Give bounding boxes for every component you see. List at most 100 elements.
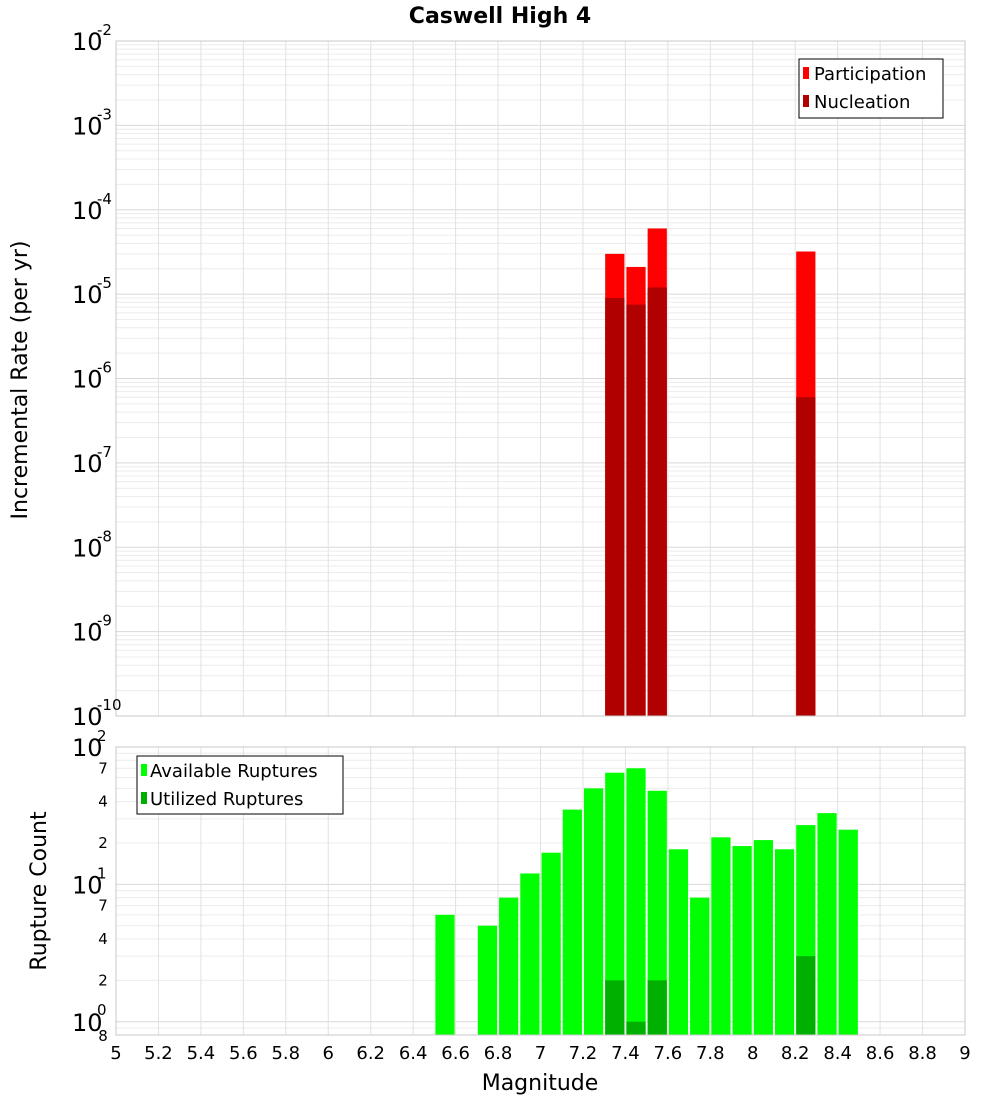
bottom-y-minor-label: 7 bbox=[98, 897, 108, 915]
x-tick-label: 8.6 bbox=[866, 1043, 895, 1064]
top-plot-border bbox=[115, 40, 966, 717]
top-bars bbox=[605, 228, 816, 716]
legend-label-utilized: Utilized Ruptures bbox=[150, 789, 303, 810]
x-tick-label: 6.2 bbox=[356, 1043, 385, 1064]
x-tick-label: 7.4 bbox=[611, 1043, 640, 1064]
bottom-y-tick-exponent: 1 bbox=[97, 864, 107, 882]
bottom-legend: Available Ruptures Utilized Ruptures bbox=[136, 755, 344, 815]
top-y-tick-exponent: -9 bbox=[97, 612, 112, 630]
x-tick-label: 8.4 bbox=[823, 1043, 852, 1064]
bar-utilized-ruptures-7.45 bbox=[626, 1021, 646, 1035]
bar-available-ruptures-8.45 bbox=[838, 829, 858, 1035]
top-y-tick-label: 10 bbox=[72, 366, 103, 394]
legend-label-participation: Participation bbox=[814, 64, 926, 85]
bar-available-ruptures-7.85 bbox=[711, 837, 731, 1035]
top-y-tick-exponent: -2 bbox=[97, 21, 112, 39]
top-y-tick-exponent: -4 bbox=[97, 190, 112, 208]
bottom-y-minor-label: 7 bbox=[98, 759, 108, 777]
x-tick-label: 6 bbox=[323, 1043, 334, 1064]
bar-available-ruptures-8.35 bbox=[817, 813, 837, 1035]
bar-available-ruptures-7.65 bbox=[668, 849, 689, 1035]
legend-swatch-available bbox=[141, 764, 147, 776]
top-y-tick-label: 10 bbox=[72, 112, 103, 140]
bar-available-ruptures-7.35 bbox=[605, 772, 625, 1035]
x-tick-label: 6.4 bbox=[399, 1043, 428, 1064]
x-tick-label: 5.4 bbox=[187, 1043, 216, 1064]
x-tick-label: 6.6 bbox=[441, 1043, 470, 1064]
legend-swatch-participation bbox=[803, 67, 809, 79]
bar-utilized-ruptures-7.35 bbox=[605, 980, 625, 1035]
bar-available-ruptures-7.95 bbox=[732, 846, 752, 1035]
bar-utilized-ruptures-8.25 bbox=[796, 956, 816, 1035]
bar-available-ruptures-6.95 bbox=[520, 873, 540, 1035]
bar-available-ruptures-7.55 bbox=[647, 790, 667, 1035]
x-tick-label: 7 bbox=[535, 1043, 546, 1064]
bottom-y-minor-label: 2 bbox=[98, 971, 108, 989]
top-y-tick-exponent: -7 bbox=[97, 443, 112, 461]
bottom-plot-border bbox=[115, 746, 966, 1036]
x-tick-label: 5 bbox=[110, 1043, 121, 1064]
chart-title: Caswell High 4 bbox=[409, 4, 591, 29]
bar-available-ruptures-8.15 bbox=[774, 849, 795, 1035]
x-tick-label: 7.8 bbox=[696, 1043, 725, 1064]
top-y-tick-label: 10 bbox=[72, 281, 103, 309]
top-y-tick-label: 10 bbox=[72, 534, 103, 562]
bottom-bars bbox=[435, 768, 858, 1035]
legend-label-nucleation: Nucleation bbox=[814, 92, 910, 113]
bar-available-ruptures-6.55 bbox=[435, 914, 455, 1035]
x-tick-label: 8 bbox=[747, 1043, 758, 1064]
x-axis-label: Magnitude bbox=[482, 1071, 599, 1096]
bottom-y-tick-exponent: 0 bbox=[97, 1001, 107, 1019]
bottom-y-tick-exponent: 2 bbox=[97, 727, 107, 745]
bar-available-ruptures-7.25 bbox=[583, 788, 604, 1035]
bar-available-ruptures-7.15 bbox=[562, 809, 582, 1035]
x-tick-label: 9 bbox=[959, 1043, 970, 1064]
top-y-tick-label: 10 bbox=[72, 619, 103, 647]
x-tick-label: 5.6 bbox=[229, 1043, 258, 1064]
bottom-y-minor-label: 2 bbox=[98, 834, 108, 852]
top-y-tick-exponent: -8 bbox=[97, 527, 112, 545]
bar-utilized-ruptures-7.55 bbox=[647, 980, 667, 1035]
bar-available-ruptures-7.45 bbox=[626, 768, 646, 1035]
x-tick-label: 5.8 bbox=[271, 1043, 300, 1064]
bar-nucleation-7.35 bbox=[605, 297, 625, 716]
bar-nucleation-7.45 bbox=[626, 304, 646, 716]
bar-available-ruptures-6.85 bbox=[499, 897, 519, 1035]
bottom-y-minor-label: 4 bbox=[98, 930, 108, 948]
legend-label-available: Available Ruptures bbox=[150, 761, 318, 782]
bottom-legend-box bbox=[136, 755, 344, 815]
top-y-tick-labels: 10-210-310-410-510-610-710-810-910-10 bbox=[72, 21, 122, 731]
bottom-y-tick-label: 10 bbox=[72, 1009, 103, 1037]
x-tick-label: 7.6 bbox=[654, 1043, 683, 1064]
top-legend-box bbox=[798, 58, 944, 119]
bottom-y-tick-label: 10 bbox=[72, 871, 103, 899]
top-gridlines bbox=[115, 41, 966, 717]
bar-nucleation-7.55 bbox=[647, 287, 667, 716]
x-tick-label: 8.8 bbox=[908, 1043, 937, 1064]
bottom-y-minor-label: 4 bbox=[98, 793, 108, 811]
x-tick-label: 6.8 bbox=[484, 1043, 513, 1064]
top-y-tick-label: 10 bbox=[72, 28, 103, 56]
legend-swatch-utilized bbox=[141, 792, 147, 804]
top-y-tick-exponent: -5 bbox=[97, 274, 112, 292]
x-tick-label: 8.2 bbox=[781, 1043, 810, 1064]
x-tick-label: 5.2 bbox=[144, 1043, 173, 1064]
bar-available-ruptures-6.75 bbox=[477, 925, 498, 1035]
bar-available-ruptures-7.75 bbox=[690, 897, 710, 1035]
top-y-axis-label: Incremental Rate (per yr) bbox=[8, 241, 33, 520]
top-y-tick-exponent: -3 bbox=[97, 105, 112, 123]
x-tick-label: 7.2 bbox=[569, 1043, 598, 1064]
top-y-tick-exponent: -6 bbox=[97, 359, 112, 377]
bottom-y-minor-label: 8 bbox=[98, 1027, 108, 1045]
top-y-tick-label: 10 bbox=[72, 450, 103, 478]
legend-swatch-nucleation bbox=[803, 95, 809, 107]
top-y-tick-label: 10 bbox=[72, 703, 103, 731]
bar-nucleation-8.25 bbox=[796, 397, 816, 716]
bar-available-ruptures-8.05 bbox=[753, 840, 773, 1035]
x-tick-labels: 5 5.2 5.4 5.6 5.8 6 6.2 6.4 6.6 6.8 7 7.2 7.4 7.6 7.8 8… bbox=[110, 1043, 970, 1064]
bar-available-ruptures-7.05 bbox=[541, 852, 561, 1035]
top-legend: Participation Nucleation bbox=[798, 58, 944, 119]
bottom-y-tick-label: 10 bbox=[72, 734, 103, 762]
